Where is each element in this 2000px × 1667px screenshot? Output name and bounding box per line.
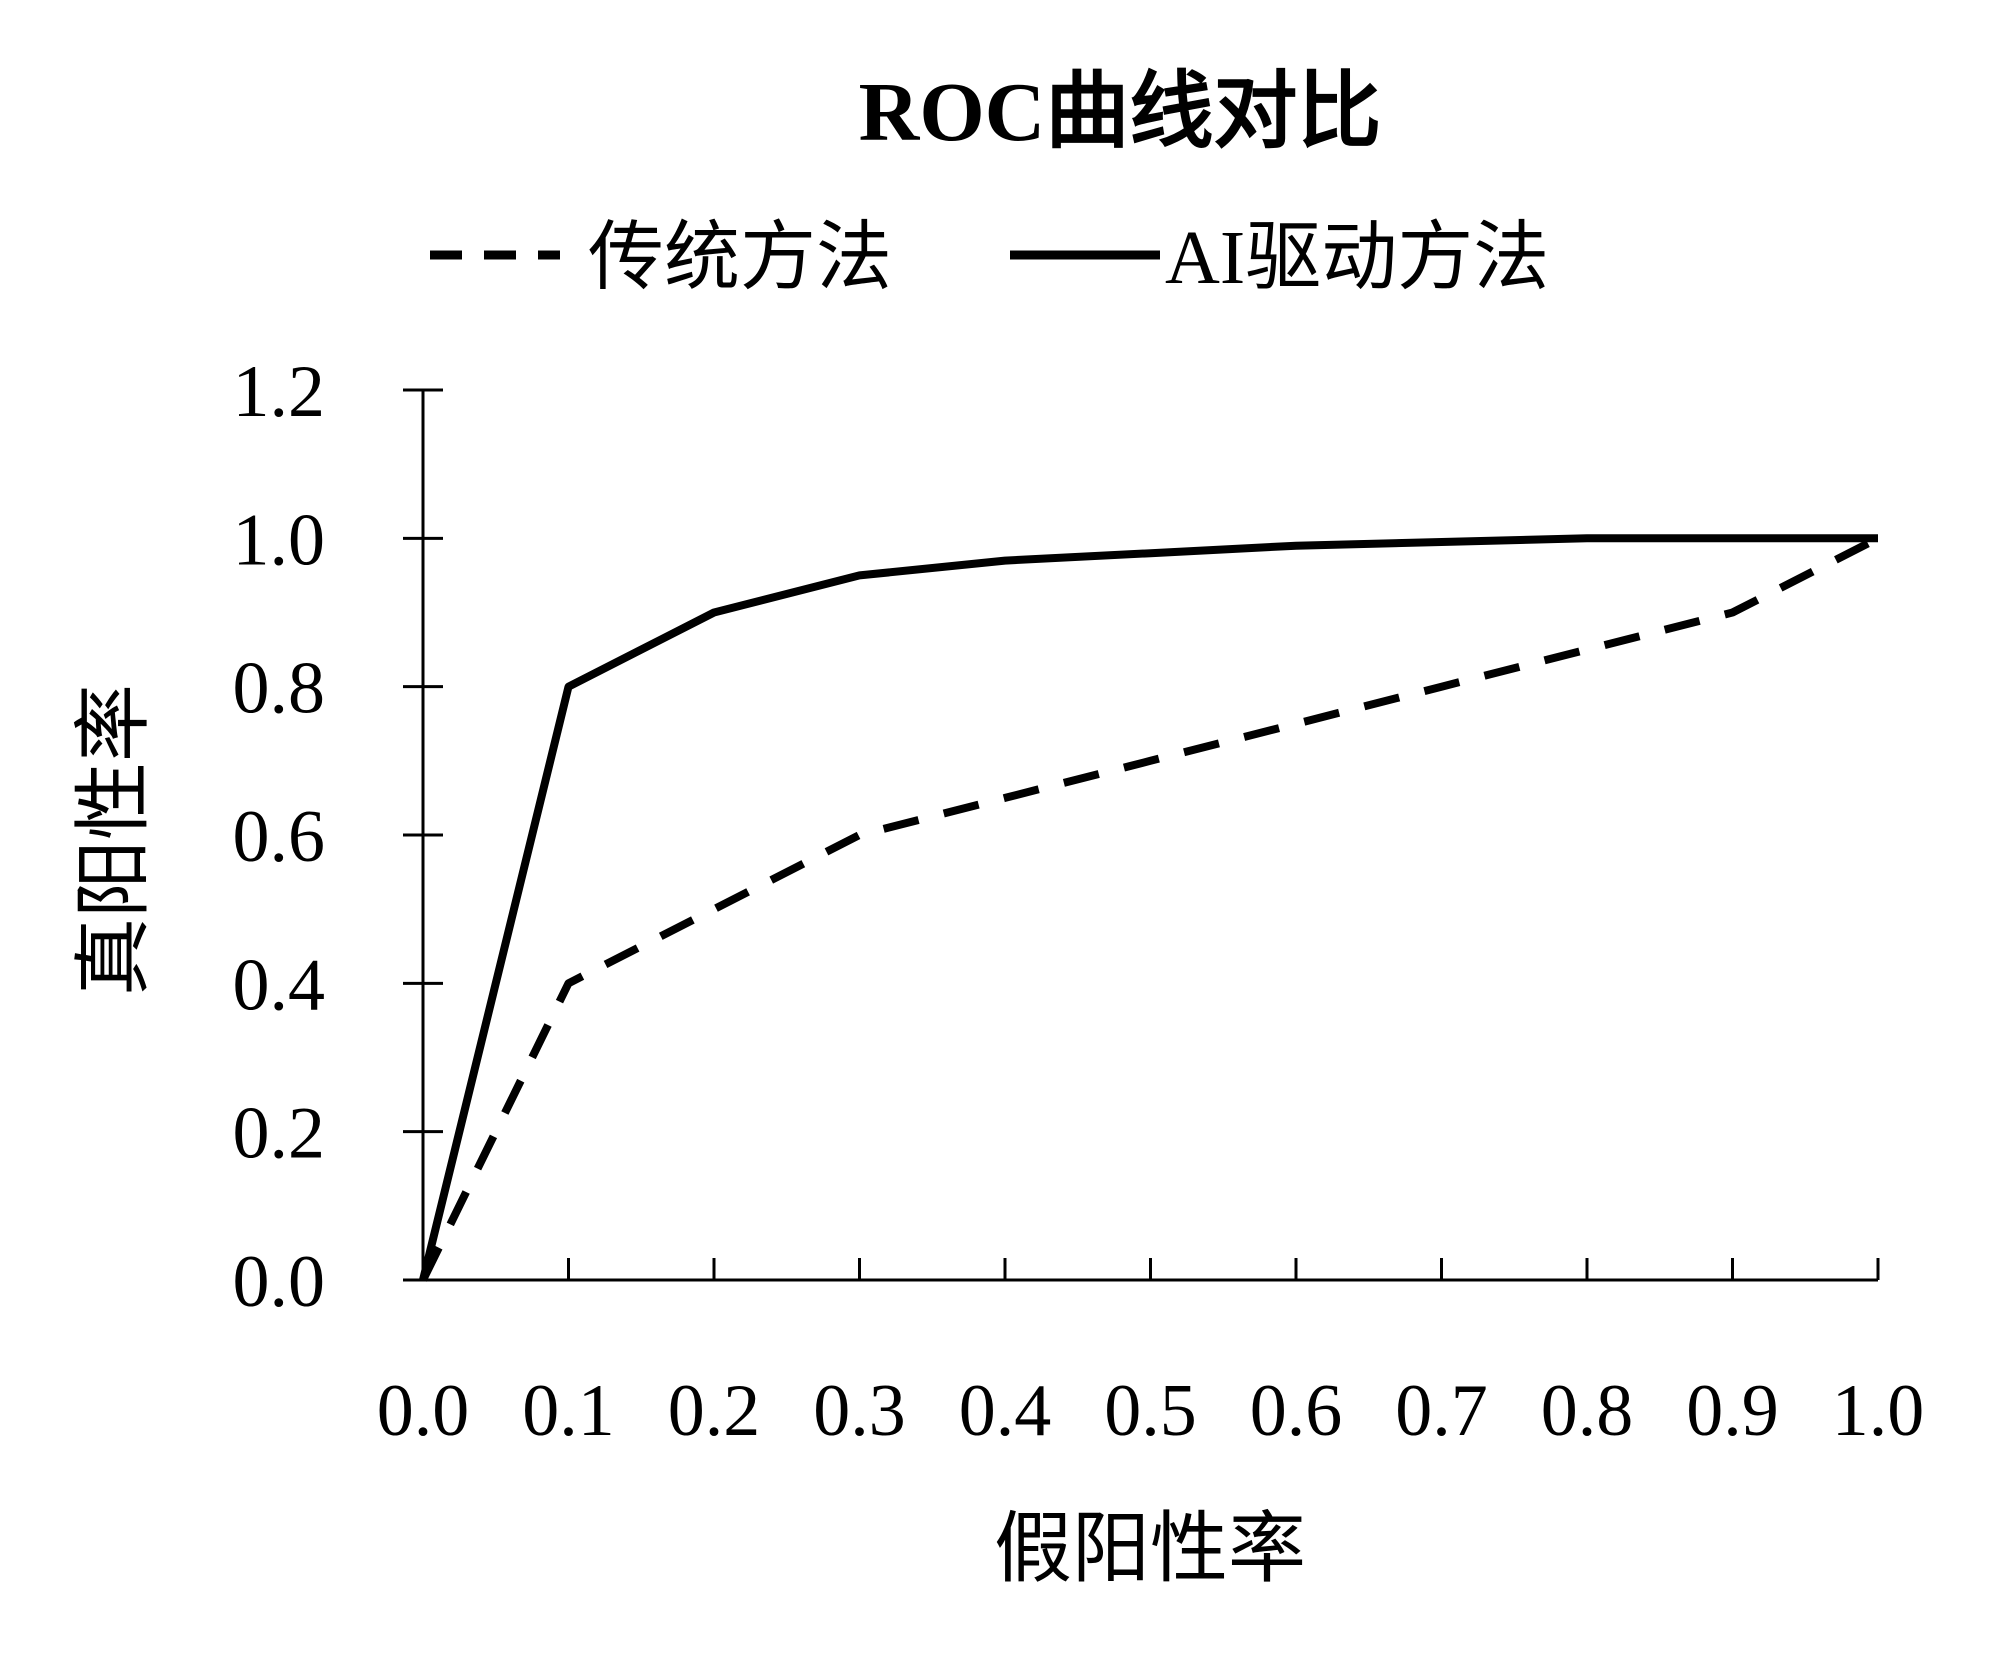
y-tick-label: 0.4 [233, 944, 326, 1026]
series-line-ai [419, 534, 1878, 1281]
y-tick-label: 1.2 [233, 351, 326, 433]
y-tick-label: 1.0 [233, 499, 326, 581]
x-tick-label: 0.2 [668, 1370, 761, 1452]
x-tick-label: 0.9 [1686, 1370, 1779, 1452]
y-tick-label: 0.6 [233, 796, 326, 878]
legend-label-ai: AI驱动方法 [1165, 216, 1549, 300]
y-tick-label: 0.2 [233, 1093, 326, 1175]
x-tick-label: 0.5 [1104, 1370, 1197, 1452]
x-tick-label: 0.0 [377, 1370, 470, 1452]
y-tick-label: 0.0 [233, 1241, 326, 1323]
chart-title: ROC曲线对比 [859, 66, 1382, 159]
series-line-traditional [419, 534, 1880, 1282]
x-tick-label: 0.1 [522, 1370, 615, 1452]
x-tick-label: 0.4 [959, 1370, 1052, 1452]
x-tick-label: 1.0 [1832, 1370, 1925, 1452]
x-tick-label: 0.7 [1395, 1370, 1488, 1452]
x-tick-label: 0.6 [1250, 1370, 1343, 1452]
legend: 传统方法 AI驱动方法 [430, 216, 1549, 300]
y-tick-label: 0.8 [233, 648, 326, 730]
legend-label-traditional: 传统方法 [588, 216, 892, 300]
y-axis-label: 真阳性率 [70, 684, 157, 996]
x-tick-label: 0.8 [1541, 1370, 1634, 1452]
x-tick-label: 0.3 [813, 1370, 906, 1452]
plot-area: 0.0 0.2 0.4 0.6 0.8 1.0 1.2 0.0 0.1 0.2 0.3 0.4 0.5 0… [233, 351, 1925, 1452]
x-axis-label: 假阳性率 [994, 1505, 1306, 1592]
